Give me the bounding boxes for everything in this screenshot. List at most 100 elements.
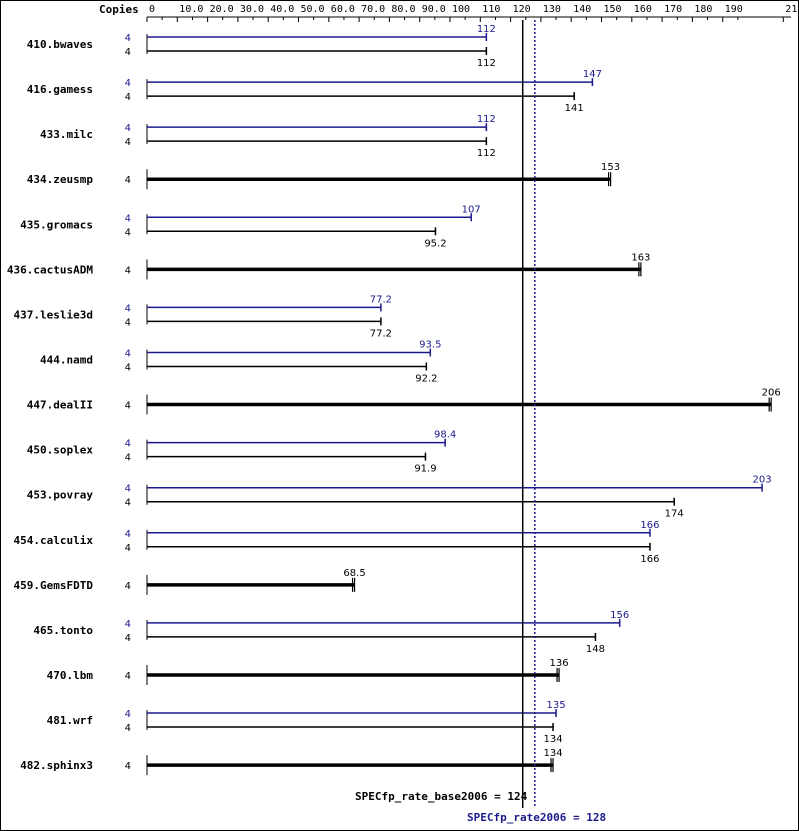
benchmark-name: 470.lbm [47,669,94,682]
benchmark-name: 450.soplex [27,444,94,457]
base-copies: 4 [125,453,131,464]
peak-value-label: 135 [547,700,566,711]
x-tick-label: 60.0 [331,4,355,15]
x-tick-label: 90.0 [422,4,446,15]
base-value-label: 112 [477,148,496,159]
benchmark-row: 416.gamess 4 147 4 141 [27,69,602,114]
x-tick-label: 210 [785,4,799,15]
x-tick-label: 190 [725,4,743,15]
base-copies: 4 [125,723,131,734]
base-copies: 4 [125,633,131,644]
x-tick-label: 40.0 [270,4,294,15]
peak-copies: 4 [125,484,131,495]
x-tick-label: 110 [482,4,500,15]
base-value-label: 95.2 [424,238,446,249]
x-tick-label: 150 [604,4,622,15]
benchmark-row: 482.sphinx3 4 134 [20,748,563,776]
benchmark-name: 481.wrf [47,714,93,727]
benchmark-name: 453.povray [27,489,94,502]
benchmark-row: 459.GemsFDTD 4 68.5 [14,568,366,595]
peak-value-label: 147 [583,69,602,80]
summary-peak-label: SPECfp_rate2006 = 128 [467,811,606,824]
x-tick-label: 50.0 [301,4,325,15]
base-value-label: 141 [565,103,584,114]
peak-value-label: 166 [640,520,659,531]
base-value-label: 134 [543,748,562,759]
base-copies: 4 [125,265,131,276]
base-copies: 4 [125,543,131,554]
benchmark-row: 447.dealII 4 206 [27,388,781,415]
peak-value-label: 98.4 [434,430,456,441]
base-value-label: 134 [543,734,562,745]
summary-lines: SPECfp_rate_base2006 = 124 SPECfp_rate20… [355,20,606,824]
x-tick-label: 0 [149,4,155,15]
benchmark-row: 433.milc 4 112 4 112 [40,114,496,159]
benchmark-row: 434.zeusmp 4 153 [27,162,620,190]
x-tick-label: 170 [664,4,682,15]
x-tick-label: 80.0 [391,4,415,15]
x-tick-label: 30.0 [240,4,264,15]
copies-header: Copies [99,3,139,16]
base-copies: 4 [125,47,131,58]
x-tick-label: 140 [573,4,591,15]
benchmark-name: 433.milc [40,128,93,141]
x-tick-label: 20.0 [210,4,234,15]
x-tick-label: 10.0 [179,4,203,15]
x-axis: 0 10.0 20.0 30.0 40.0 50.0 60.0 70.0 80.0 90.0 100… [146,4,799,22]
benchmark-row: 454.calculix 4 166 4 166 [14,520,660,565]
benchmark-name: 454.calculix [14,534,94,547]
base-copies: 4 [125,92,131,103]
base-value-label: 166 [640,554,659,565]
peak-value-label: 156 [610,610,629,621]
peak-value-label: 112 [477,114,496,125]
base-copies: 4 [125,175,131,186]
x-tick-label: 100 [452,4,470,15]
benchmark-name: 434.zeusmp [27,173,94,186]
base-value-label: 136 [550,658,569,669]
benchmark-row: 450.soplex 4 98.4 4 91.9 [27,430,457,475]
benchmark-row: 435.gromacs 4 107 4 95.2 [20,204,481,249]
peak-value-label: 77.2 [370,294,392,305]
peak-copies: 4 [125,439,131,450]
peak-copies: 4 [125,529,131,540]
peak-copies: 4 [125,78,131,89]
x-tick-label: 180 [694,4,712,15]
base-copies: 4 [125,671,131,682]
benchmark-name: 482.sphinx3 [20,759,93,772]
base-value-label: 148 [586,644,605,655]
peak-copies: 4 [125,33,131,44]
base-copies: 4 [125,362,131,373]
x-tick-label: 70.0 [361,4,385,15]
benchmark-row: 481.wrf 4 135 4 134 [47,700,566,745]
benchmark-row: 437.leslie3d 4 77.2 4 77.2 [14,294,393,339]
benchmark-row: 444.namd 4 93.5 4 92.2 [40,339,441,384]
base-value-label: 174 [665,509,684,520]
base-value-label: 153 [601,162,620,173]
base-copies: 4 [125,227,131,238]
benchmark-name: 435.gromacs [20,218,93,231]
benchmark-name: 444.namd [40,353,93,366]
benchmark-name: 410.bwaves [27,38,93,51]
peak-copies: 4 [125,348,131,359]
base-copies: 4 [125,761,131,772]
x-tick-label: 160 [634,4,652,15]
peak-copies: 4 [125,123,131,134]
base-value-label: 206 [762,388,781,399]
benchmark-name: 447.dealII [27,399,93,412]
base-copies: 4 [125,401,131,412]
peak-copies: 4 [125,303,131,314]
peak-value-label: 112 [477,24,496,35]
peak-copies: 4 [125,619,131,630]
peak-value-label: 203 [753,475,772,486]
benchmark-name: 416.gamess [27,83,93,96]
base-copies: 4 [125,137,131,148]
base-copies: 4 [125,581,131,592]
base-value-label: 163 [631,252,650,263]
benchmark-row: 436.cactusADM 4 163 [7,252,650,280]
peak-copies: 4 [125,213,131,224]
benchmark-name: 465.tonto [33,624,93,637]
base-value-label: 68.5 [343,568,365,579]
peak-value-label: 93.5 [419,339,441,350]
